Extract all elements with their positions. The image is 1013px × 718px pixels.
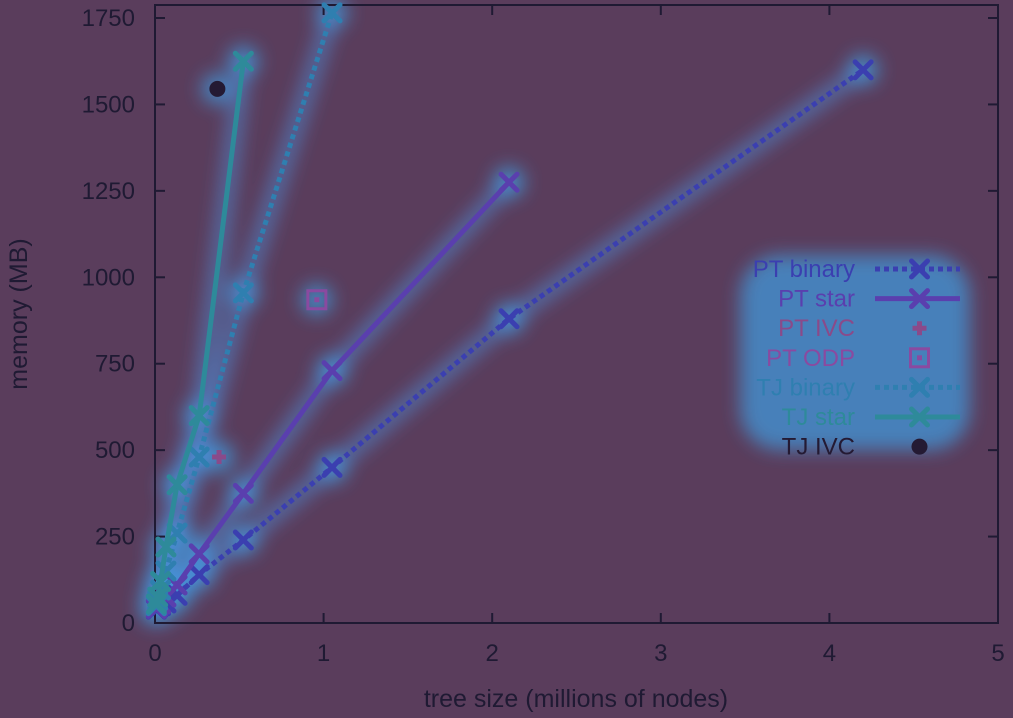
data-point-pt-binary [321,456,343,478]
y-axis-title: memory (MB) [5,238,33,389]
data-point-tj-star [150,571,172,593]
legend-entry-pt-ivc: PT IVC [778,315,927,342]
data-point-tj-star [188,405,210,427]
data-point-pt-binary [232,529,254,551]
legend-label-tj-binary: TJ binary [756,374,855,401]
data-point-tj-binary [232,282,254,304]
legend-marker-pt-binary [909,258,930,280]
data-point-pt-binary [498,308,520,330]
legend-marker-pt-star [909,288,930,310]
legend-entry-tj-ivc: TJ IVC [782,434,928,461]
legend-entry-pt-binary: PT binary [753,256,960,283]
series-tj-star [145,50,254,615]
data-point-pt-star [321,360,343,382]
data-point-pt-binary [852,59,874,81]
marker-square-dot [917,355,922,361]
series-tj-ivc [209,80,226,97]
legend-marker-tj-star [909,406,930,428]
legend-label-pt-odp: PT ODP [766,345,855,372]
x-tick-label: 0 [148,640,161,667]
x-tick-label: 3 [654,640,667,667]
legend-label-pt-ivc: PT IVC [778,315,855,342]
data-point-tj-binary [321,2,343,24]
legend-label-tj-ivc: TJ IVC [782,434,855,461]
legend-entry-pt-odp: PT ODP [766,345,930,372]
legend-marker-pt-odp [909,347,930,369]
data-point-tj-star [232,50,254,72]
legend-label-pt-star: PT star [778,286,855,313]
x-tick-label: 4 [823,640,836,667]
series-pt-ivc [212,450,227,465]
legend-entry-pt-star: PT star [778,286,960,313]
marker-square [306,289,328,311]
data-point-pt-ivc [212,450,227,465]
data-point-pt-star [188,543,210,565]
y-tick-label: 750 [95,351,135,378]
data-point-pt-binary [188,564,210,586]
legend-entry-tj-binary: TJ binary [756,374,960,401]
marker-square-dot [314,297,320,303]
series-layer [145,2,874,620]
data-point-tj-binary [188,446,210,468]
x-tick-label: 5 [991,640,1004,667]
series-pt-odp [306,289,328,311]
data-point-tj-star [166,474,188,496]
y-tick-label: 0 [122,610,135,637]
x-axis-title: tree size (millions of nodes) [424,685,728,713]
legend-marker-tj-binary [909,376,930,398]
data-point-tj-ivc [209,80,226,97]
legend-marker-pt-ivc [912,321,927,336]
legend-label-tj-star: TJ star [782,404,855,431]
legend-label-pt-binary: PT binary [753,256,855,283]
data-point-pt-odp [306,289,328,311]
y-tick-label: 1000 [82,264,135,291]
y-tick-label: 1750 [82,5,135,32]
x-tick-label: 1 [317,640,330,667]
y-tick-label: 1250 [82,178,135,205]
data-point-tj-star [155,536,177,558]
y-tick-label: 250 [95,524,135,551]
plot-frame [154,4,999,624]
marker-square [909,347,930,369]
data-point-pt-star [498,171,520,193]
y-tick-label: 500 [95,437,135,464]
legend-entry-tj-star: TJ star [782,404,960,431]
y-tick-label: 1500 [82,91,135,118]
x-tick-label: 2 [486,640,499,667]
data-point-pt-star [232,482,254,504]
legend-marker-tj-ivc [911,438,928,455]
axis-ticks: 0 1 2 3 4 5 0 250 500 750 1000 1250 1500 1750 [82,5,1005,667]
